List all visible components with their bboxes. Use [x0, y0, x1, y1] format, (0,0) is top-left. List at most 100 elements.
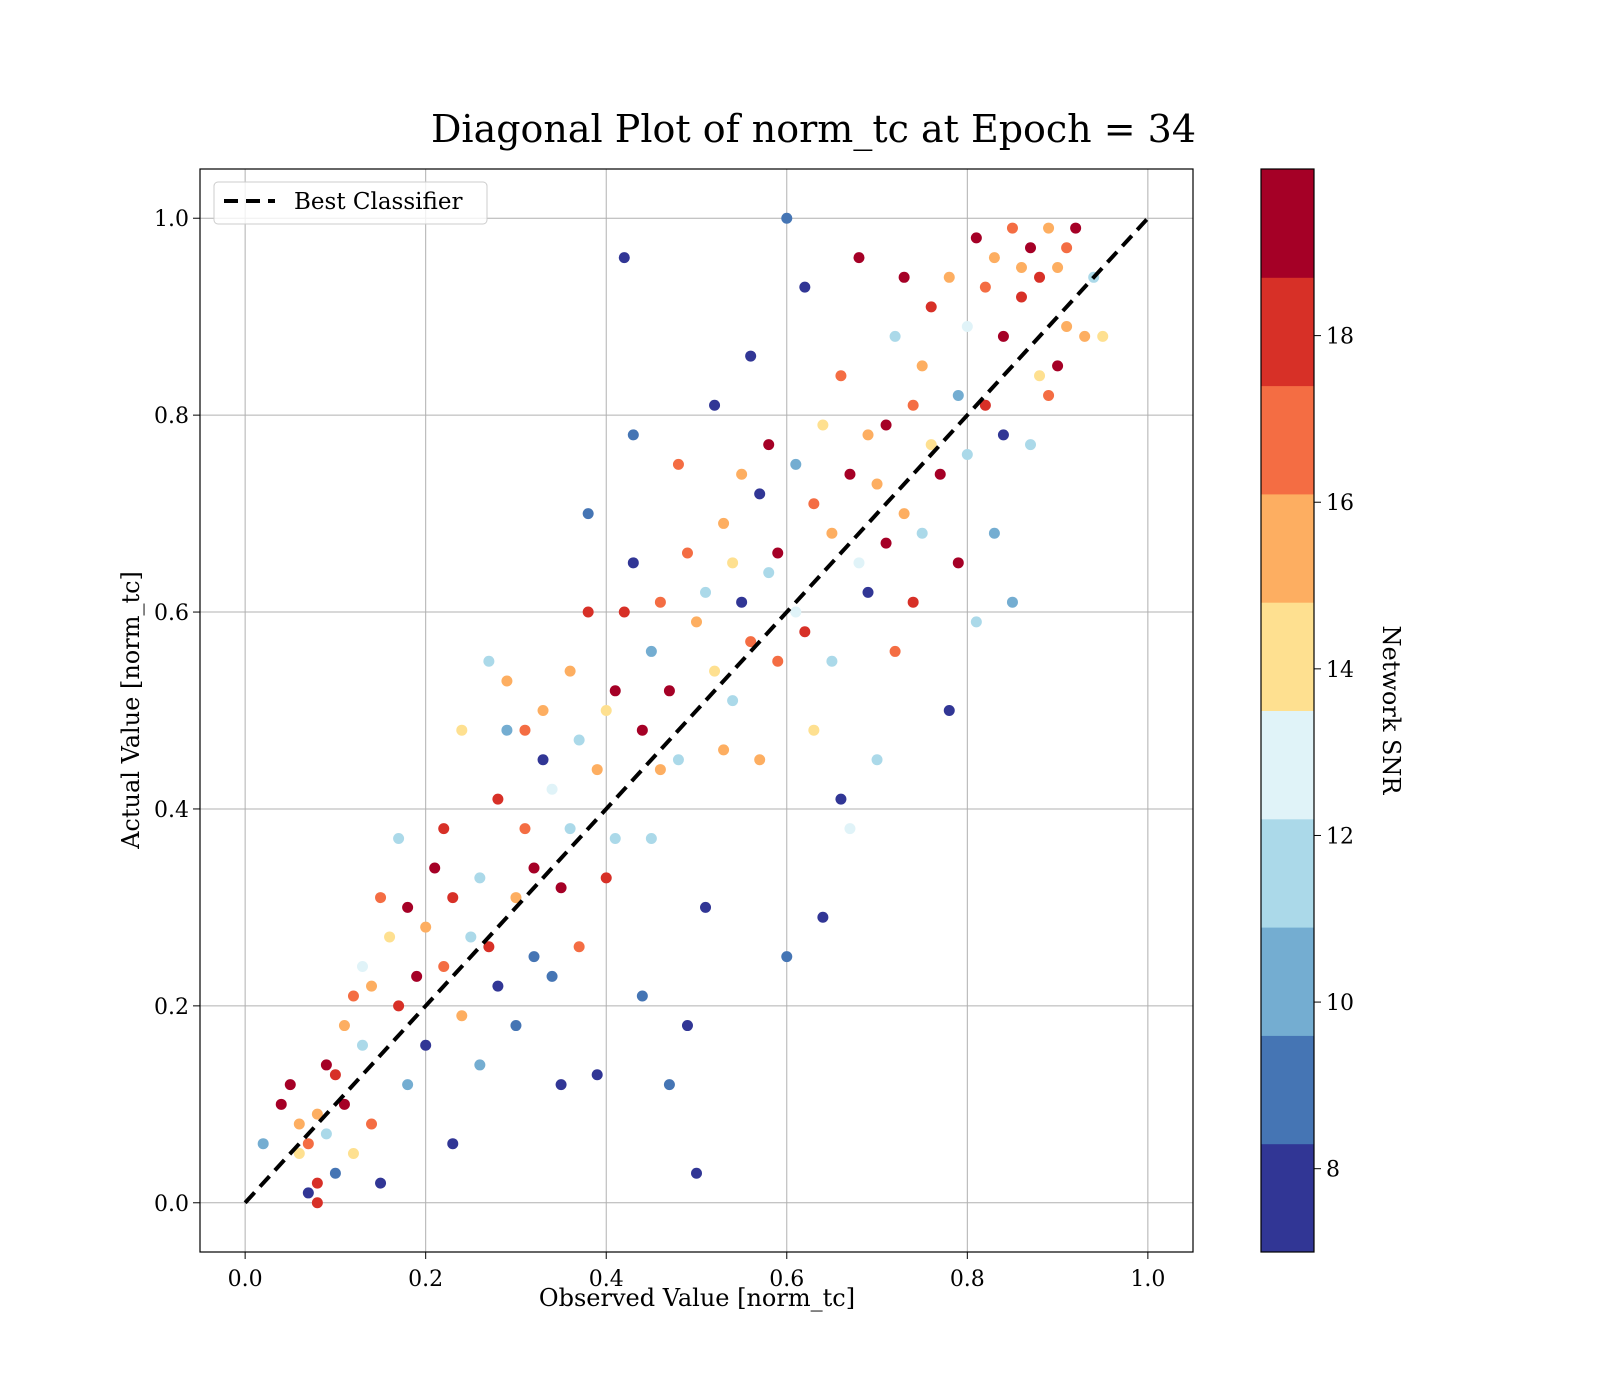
data-point — [654, 596, 666, 608]
x-tick-label: 0.0 — [228, 1267, 263, 1292]
data-point — [1015, 261, 1027, 273]
data-point — [456, 724, 468, 736]
data-point — [555, 1079, 567, 1091]
data-point — [356, 1039, 368, 1051]
data-point — [447, 892, 459, 904]
data-point — [501, 675, 513, 687]
data-point — [745, 350, 757, 362]
data-point — [645, 645, 657, 657]
data-point — [600, 705, 612, 716]
best-classifier-line — [243, 216, 1150, 1205]
data-point — [907, 399, 919, 411]
data-point — [817, 911, 829, 923]
data-point — [1006, 222, 1018, 234]
data-point — [1043, 222, 1055, 234]
x-tick-label: 0.6 — [769, 1267, 804, 1292]
data-point — [943, 271, 955, 283]
y-tick-label: 0.0 — [154, 1192, 189, 1217]
y-tick-label: 0.2 — [154, 995, 189, 1020]
data-point — [681, 1020, 693, 1032]
data-point — [898, 271, 910, 283]
data-point — [691, 1167, 702, 1179]
data-point — [952, 557, 964, 569]
data-point — [988, 527, 1000, 539]
data-point — [808, 724, 820, 736]
data-point — [411, 970, 423, 982]
data-point — [736, 596, 748, 608]
data-point — [420, 921, 432, 933]
data-point — [636, 990, 648, 1002]
data-point — [907, 596, 919, 608]
data-point — [537, 705, 549, 716]
legend: Best Classifier — [213, 181, 488, 225]
data-point — [1025, 439, 1037, 451]
data-point — [438, 960, 450, 972]
data-point — [492, 793, 504, 805]
data-point — [546, 970, 558, 982]
data-point — [700, 586, 712, 598]
data-point — [375, 892, 387, 904]
data-point — [1034, 271, 1046, 283]
data-point — [320, 1128, 332, 1140]
data-point — [1025, 242, 1037, 254]
data-point — [311, 1177, 323, 1189]
data-point — [311, 1197, 323, 1209]
data-point — [718, 744, 730, 756]
data-point — [961, 449, 973, 461]
data-point — [772, 655, 784, 667]
colorbar: 8 10 12 14 16 18 — [1260, 168, 1354, 1253]
data-point — [1070, 222, 1082, 234]
data-point — [817, 419, 829, 431]
y-tick-label: 0.4 — [154, 798, 189, 823]
data-point — [736, 468, 748, 480]
data-point — [979, 281, 991, 293]
data-point — [582, 606, 594, 618]
data-point — [997, 330, 1009, 342]
data-point — [862, 586, 874, 598]
data-point — [627, 429, 639, 441]
y-tick-label: 0.6 — [154, 601, 189, 626]
data-point — [302, 1187, 314, 1199]
data-point — [763, 439, 775, 451]
colorbar-segment — [1261, 818, 1314, 928]
data-point — [609, 685, 621, 697]
data-point — [1034, 370, 1046, 382]
data-point — [835, 370, 847, 382]
data-point — [438, 823, 450, 835]
data-point — [320, 1059, 332, 1071]
data-point — [356, 960, 368, 972]
data-point — [709, 665, 721, 677]
y-axis-ticks: 0.0 0.2 0.4 0.6 0.8 1.0 — [154, 207, 200, 1217]
data-point — [338, 1020, 350, 1032]
data-point — [772, 547, 784, 559]
data-point — [510, 1020, 522, 1032]
data-point — [709, 399, 721, 411]
data-point — [420, 1039, 432, 1051]
x-tick-label: 0.2 — [408, 1267, 443, 1292]
data-point — [618, 606, 630, 618]
data-point — [564, 665, 576, 677]
data-point — [402, 1079, 414, 1091]
data-point — [934, 468, 946, 480]
data-point — [790, 458, 802, 470]
data-point — [329, 1069, 341, 1081]
data-point — [293, 1118, 305, 1130]
data-point — [483, 655, 495, 667]
data-point — [754, 754, 766, 766]
legend-box — [213, 181, 488, 225]
data-point — [925, 301, 937, 313]
colorbar-tick-label: 18 — [1326, 325, 1354, 350]
data-point — [853, 252, 865, 264]
data-point — [510, 892, 522, 904]
data-point — [636, 724, 648, 736]
data-point — [347, 1148, 359, 1160]
data-point — [727, 557, 739, 569]
data-point — [790, 606, 802, 618]
data-point — [293, 1148, 305, 1160]
data-point — [573, 734, 585, 746]
colorbar-segment — [1261, 927, 1314, 1036]
data-point — [329, 1167, 341, 1179]
x-axis-label: Observed Value [norm_tc] — [539, 1284, 855, 1312]
data-point — [844, 823, 856, 835]
data-point — [835, 793, 847, 805]
